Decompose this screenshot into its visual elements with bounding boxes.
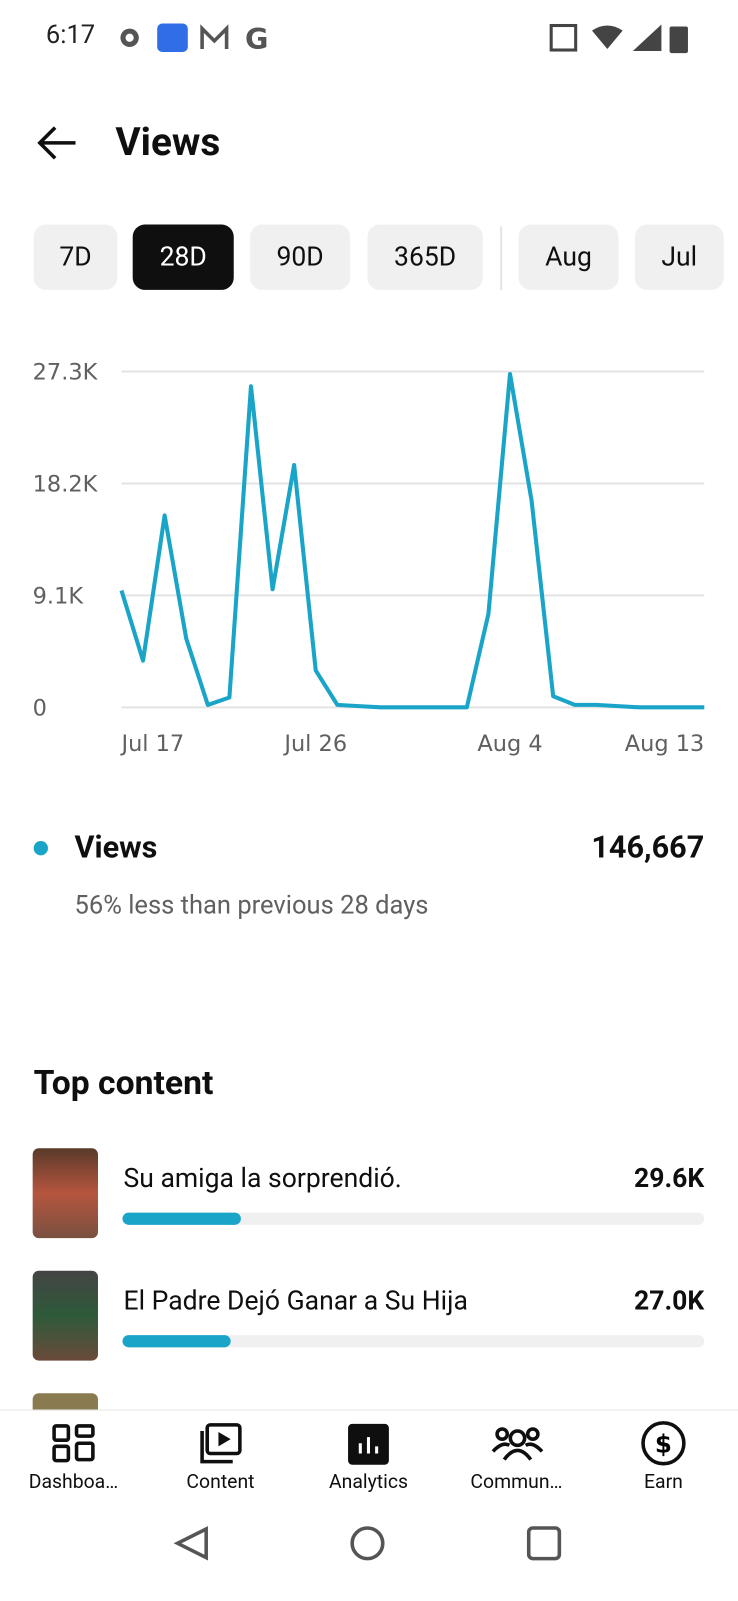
thumbnail[interactable] <box>32 1393 98 1410</box>
nav-item[interactable]: Commun… <box>470 1469 563 1494</box>
x-tick-label: Aug 13 <box>625 731 705 757</box>
thumbnail[interactable] <box>32 1148 98 1239</box>
status-icons-right <box>549 23 688 54</box>
item-title[interactable]: El Padre Dejó Ganar a Su Hija <box>123 1286 468 1317</box>
nav-item[interactable]: Analytics <box>328 1469 408 1494</box>
tab[interactable]: 28D <box>132 224 234 290</box>
page-title: Views <box>115 120 221 166</box>
line <box>119 371 705 710</box>
nav-item[interactable]: Content <box>186 1469 255 1494</box>
back-button[interactable] <box>37 125 78 162</box>
x-tick-label: Aug 4 <box>477 731 542 757</box>
tab[interactable]: 7D <box>33 224 118 290</box>
nav-icons: $ <box>52 1421 686 1466</box>
sys-home[interactable] <box>350 1526 385 1561</box>
sys-recents[interactable] <box>526 1526 562 1561</box>
sys-back[interactable] <box>173 1526 208 1561</box>
y-tick-label: 27.3K <box>33 360 99 386</box>
status-time: 6:17 <box>45 20 96 51</box>
x-tick-label: Jul 17 <box>119 731 184 757</box>
status-icons: G <box>120 22 268 55</box>
y-tick-label: 0 <box>33 696 47 722</box>
item-views: 27.0K <box>634 1286 705 1317</box>
progress-fill <box>122 1212 241 1225</box>
tab[interactable]: Aug <box>518 224 619 290</box>
x-tick-label: Jul 26 <box>282 731 347 757</box>
comparison: 56% less than previous 28 days <box>74 891 429 921</box>
svg-text:G: G <box>245 22 268 55</box>
tab[interactable]: Jul <box>634 224 724 290</box>
progress-track <box>122 1212 705 1225</box>
item-title[interactable]: Su amiga la sorprendió. <box>123 1163 402 1195</box>
y-tick-label: 18.2K <box>33 472 99 498</box>
chart: 0 9.1K 18.2K 27.3K Jul 17 Jul 26 Aug 4 Aug 13 <box>33 360 705 757</box>
item-views: 29.6K <box>634 1163 705 1195</box>
y-tick-label: 9.1K <box>33 584 85 610</box>
tab[interactable]: 365D <box>367 224 483 290</box>
svg-text:$: $ <box>655 1429 672 1458</box>
progress-track <box>122 1335 705 1348</box>
progress-fill <box>122 1335 231 1348</box>
section-heading: Top content <box>33 1063 214 1104</box>
legend-label: Views <box>74 829 158 866</box>
system-nav <box>173 1526 562 1561</box>
nav-item[interactable]: Earn <box>644 1469 683 1494</box>
tab-divider <box>500 226 503 290</box>
tab[interactable]: 90D <box>250 224 351 290</box>
legend-dot <box>33 841 48 856</box>
total-views: 146,667 <box>591 829 705 866</box>
thumbnail[interactable] <box>32 1270 98 1361</box>
nav-item[interactable]: Dashboa… <box>28 1469 119 1494</box>
